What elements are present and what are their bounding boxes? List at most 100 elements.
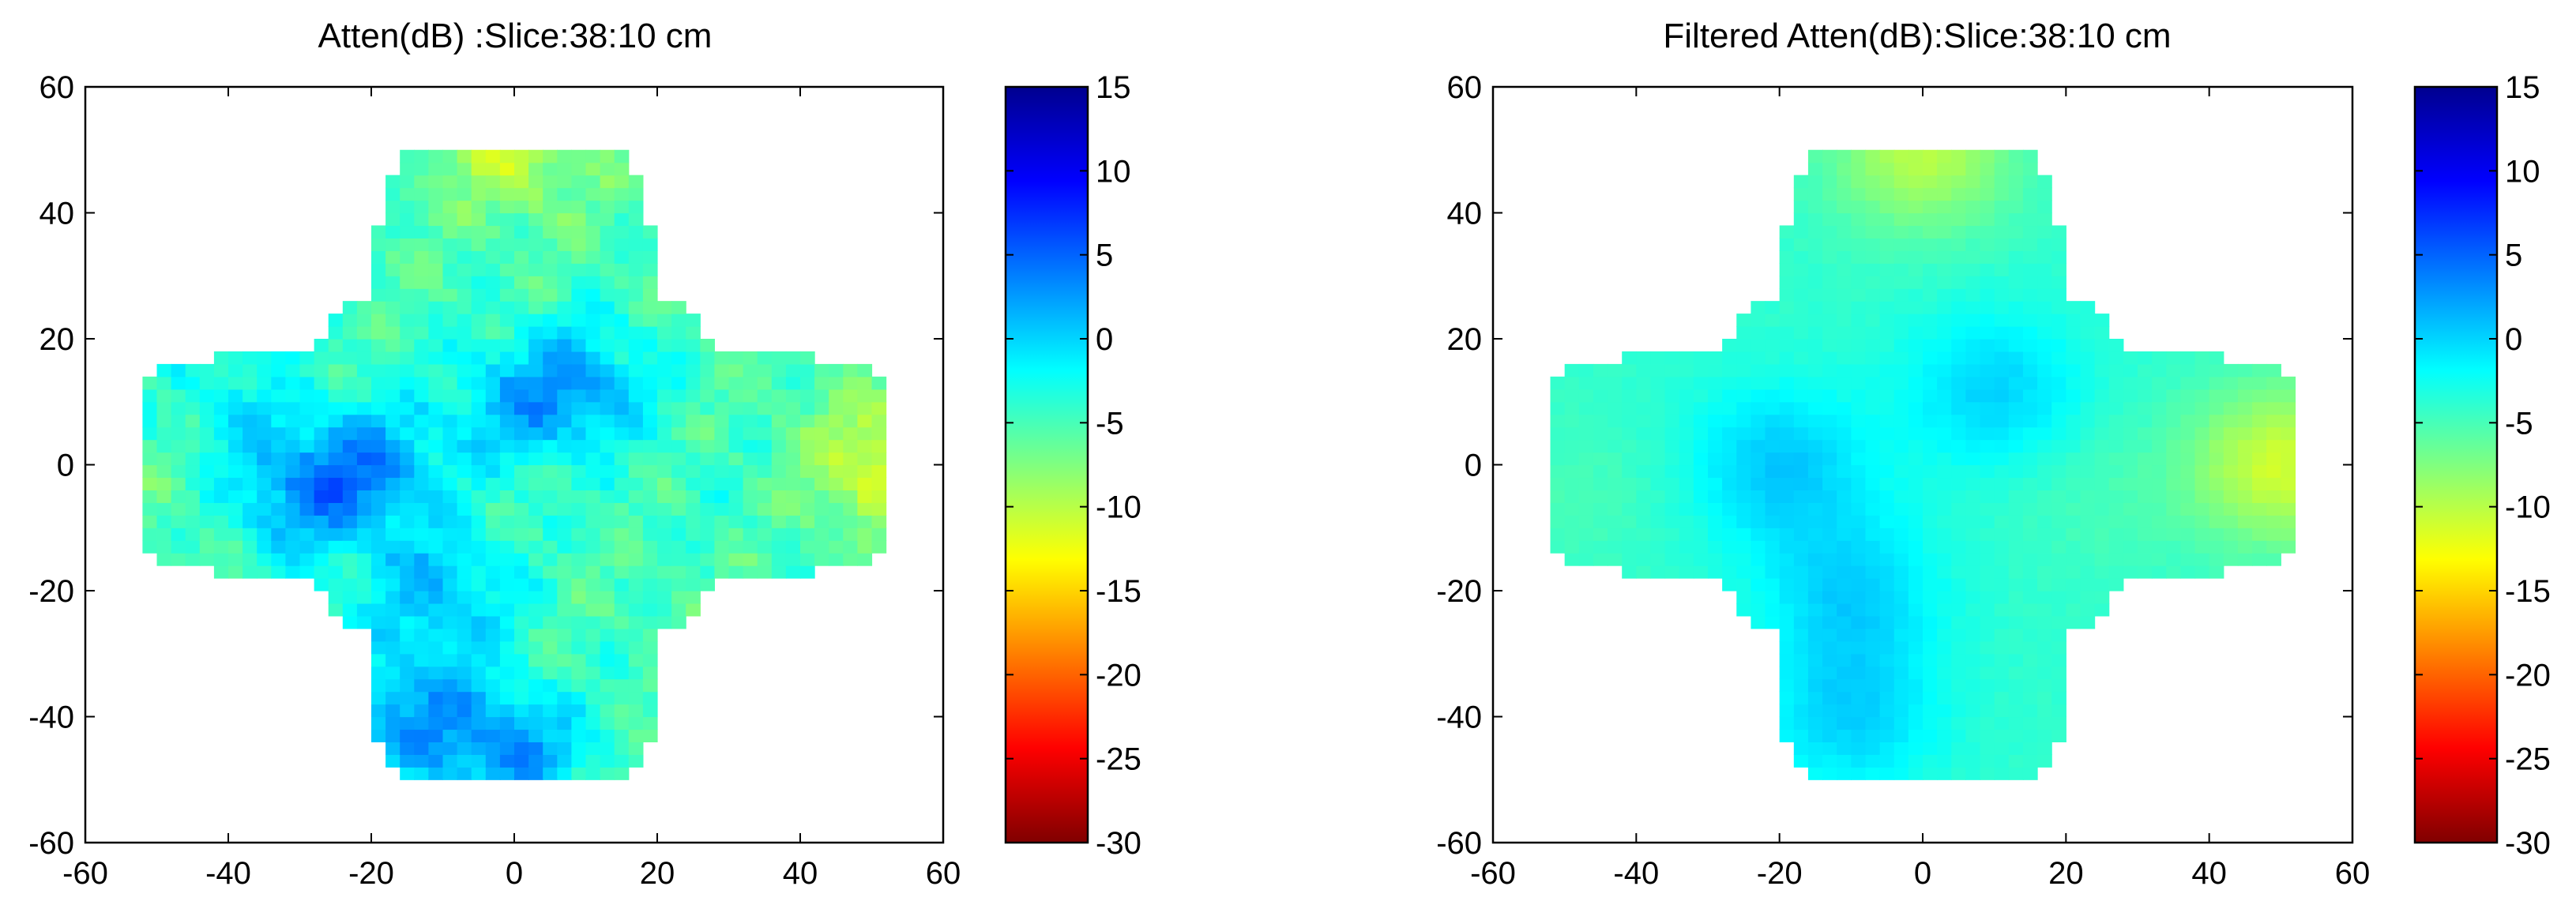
heatmap-cell <box>700 464 715 479</box>
heatmap-cell <box>1923 238 1938 251</box>
heatmap-cell <box>2022 414 2038 428</box>
heatmap-cell <box>1708 401 1723 415</box>
heatmap-cell <box>471 767 487 780</box>
heatmap-cell <box>2008 742 2024 755</box>
heatmap-cell <box>1951 640 1966 655</box>
heatmap-cell <box>2008 200 2024 214</box>
heatmap-cell <box>571 363 587 377</box>
heatmap-cell <box>1879 640 1895 655</box>
heatmap-cell <box>628 238 644 251</box>
heatmap-cell <box>671 301 686 314</box>
heatmap-cell <box>1650 376 1666 390</box>
heatmap-cell <box>1650 553 1666 566</box>
heatmap-cell <box>843 477 858 490</box>
heatmap-cell <box>1865 729 1881 742</box>
heatmap-cell <box>1908 212 1924 227</box>
heatmap-cell <box>414 376 429 390</box>
heatmap-cell <box>1937 628 1952 642</box>
heatmap-cell <box>1793 401 1809 415</box>
heatmap-cell <box>528 515 543 528</box>
heatmap-cell <box>243 363 258 377</box>
heatmap-cell <box>2252 439 2267 453</box>
heatmap-cell <box>600 490 615 503</box>
heatmap-cell <box>1822 704 1837 718</box>
heatmap-cell <box>557 603 572 617</box>
heatmap-cell <box>585 716 601 730</box>
heatmap-cell <box>356 540 372 554</box>
heatmap-cell <box>1822 528 1837 541</box>
heatmap-cell <box>642 250 658 264</box>
heatmap-cell <box>257 363 272 377</box>
heatmap-cell <box>428 452 444 466</box>
heatmap-cell <box>1908 238 1924 251</box>
heatmap-cell <box>857 540 873 554</box>
heatmap-cell <box>371 704 386 718</box>
heatmap-cell <box>571 464 587 479</box>
heatmap-cell <box>614 729 630 742</box>
heatmap-cell <box>2166 565 2181 579</box>
heatmap-cell <box>2223 515 2239 528</box>
heatmap-cell <box>1822 326 1837 340</box>
heatmap-cell <box>1622 490 1637 503</box>
heatmap-cell <box>700 426 715 441</box>
heatmap-cell <box>2209 502 2224 516</box>
heatmap-cell <box>2008 477 2024 490</box>
heatmap-cell <box>1679 502 1694 516</box>
colorbar-tick-label: 10 <box>2505 154 2540 189</box>
heatmap-cell <box>1865 591 1881 604</box>
heatmap-cell <box>528 363 543 377</box>
y-tick-label: -60 <box>1436 826 1482 861</box>
heatmap-cell <box>1807 238 1823 251</box>
heatmap-cell <box>1908 615 1924 629</box>
heatmap-cell <box>614 666 630 680</box>
heatmap-cell <box>1679 490 1694 503</box>
heatmap-cell <box>471 464 487 479</box>
heatmap-cell <box>485 515 501 528</box>
heatmap-cell <box>585 238 601 251</box>
heatmap-cell <box>1965 678 1981 693</box>
heatmap-cell <box>642 301 658 314</box>
heatmap-cell <box>2066 490 2081 503</box>
heatmap-cell <box>371 452 386 466</box>
heatmap-cell <box>1951 729 1966 742</box>
heatmap-cell <box>171 502 186 516</box>
heatmap-cell <box>600 578 615 591</box>
heatmap-cell <box>628 678 644 693</box>
heatmap-cell <box>543 326 558 340</box>
heatmap-cell <box>2281 439 2296 453</box>
heatmap-cell <box>2037 490 2052 503</box>
heatmap-cell <box>714 477 730 490</box>
heatmap-cell <box>1951 426 1966 441</box>
heatmap-cell <box>285 477 301 490</box>
heatmap-cell <box>1951 452 1966 466</box>
heatmap-cell <box>557 288 572 302</box>
heatmap-cell <box>2066 553 2081 566</box>
heatmap-cell <box>285 490 301 503</box>
x-axis: -60 -40 -20 0 20 40 60 <box>62 87 961 891</box>
heatmap-cell <box>2094 363 2110 377</box>
heatmap-cell <box>442 276 458 289</box>
heatmap-cell <box>642 691 658 705</box>
heatmap-cell <box>1980 250 1995 264</box>
heatmap-cell <box>428 678 444 693</box>
heatmap-cell <box>571 490 587 503</box>
heatmap-cell <box>314 502 329 516</box>
heatmap-cell <box>457 553 472 566</box>
heatmap-cell <box>1736 553 1751 566</box>
heatmap-cell <box>385 301 401 314</box>
heatmap-cell <box>142 452 158 466</box>
heatmap-cell <box>1908 250 1924 264</box>
heatmap-cell <box>1793 426 1809 441</box>
heatmap-cell <box>1679 351 1694 365</box>
heatmap-cell <box>2152 414 2167 428</box>
heatmap-cell <box>514 250 529 264</box>
heatmap-cell <box>628 439 644 453</box>
heatmap-cell <box>543 565 558 579</box>
heatmap-cell <box>2237 426 2253 441</box>
heatmap-cell <box>1751 326 1766 340</box>
heatmap-cell <box>1593 452 1608 466</box>
heatmap-cell <box>2051 276 2066 289</box>
heatmap-cell <box>571 591 587 604</box>
heatmap-cell <box>829 452 844 466</box>
heatmap-cell <box>2022 401 2038 415</box>
